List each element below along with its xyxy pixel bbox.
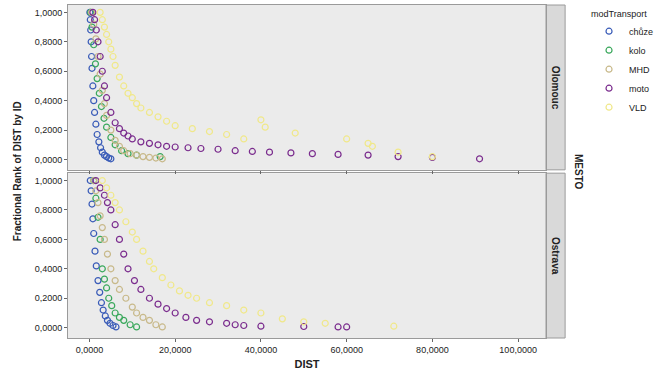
svg-text:moto: moto: [629, 84, 649, 94]
svg-text:Ostrava: Ostrava: [550, 237, 561, 275]
svg-text:40,0000: 40,0000: [245, 345, 278, 355]
svg-text:0,0000: 0,0000: [76, 345, 104, 355]
svg-text:kolo: kolo: [629, 46, 646, 56]
svg-text:MHD: MHD: [629, 65, 650, 75]
svg-text:0,6000: 0,6000: [35, 235, 63, 245]
svg-text:60,0000: 60,0000: [330, 345, 363, 355]
svg-text:100,0000: 100,0000: [499, 345, 537, 355]
svg-text:0,0000: 0,0000: [35, 323, 63, 333]
svg-text:MESTO: MESTO: [573, 154, 584, 190]
svg-text:0,6000: 0,6000: [35, 66, 63, 76]
svg-text:Olomouc: Olomouc: [550, 66, 561, 110]
svg-text:DIST: DIST: [294, 358, 319, 370]
svg-text:modTransport: modTransport: [591, 9, 647, 19]
svg-text:0,8000: 0,8000: [35, 37, 63, 47]
svg-text:VLD: VLD: [629, 103, 647, 113]
svg-text:0,0000: 0,0000: [35, 155, 63, 165]
svg-text:0,2000: 0,2000: [35, 125, 63, 135]
svg-text:0,2000: 0,2000: [35, 293, 63, 303]
svg-text:20,0000: 20,0000: [159, 345, 192, 355]
svg-text:0,4000: 0,4000: [35, 264, 63, 274]
svg-text:0,8000: 0,8000: [35, 205, 63, 215]
svg-text:80,0000: 80,0000: [416, 345, 449, 355]
svg-text:1,0000: 1,0000: [35, 8, 63, 18]
svg-text:Fractional Rank of DIST by ID: Fractional Rank of DIST by ID: [12, 101, 23, 241]
svg-text:1,0000: 1,0000: [35, 176, 63, 186]
svg-text:chůze: chůze: [629, 27, 653, 37]
svg-text:0,4000: 0,4000: [35, 96, 63, 106]
